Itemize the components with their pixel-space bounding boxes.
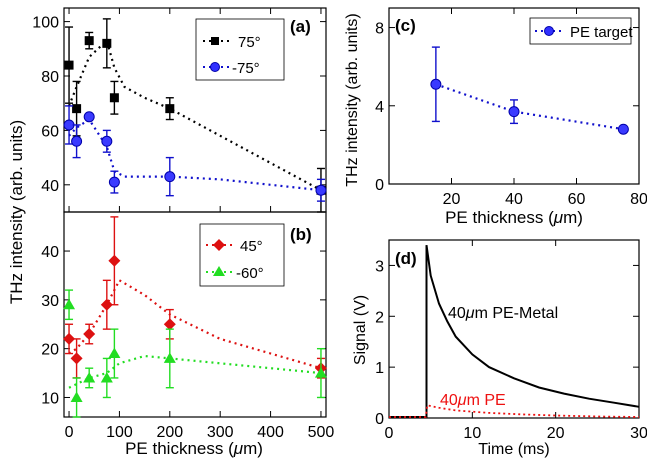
y-tick-label: 40 [41, 244, 59, 261]
trend-line [435, 83, 624, 131]
y-tick-label: 0 [375, 411, 384, 428]
axes-frame [63, 7, 327, 213]
data-point [108, 254, 121, 267]
x-axis-label: PE thickness (μm) [445, 208, 583, 227]
data-point [63, 119, 75, 131]
y-tick-label: 2 [375, 309, 384, 326]
data-point [100, 298, 113, 311]
data-point [72, 104, 82, 114]
data-point [163, 318, 176, 331]
x-tick-label: 500 [308, 424, 335, 441]
legend: 75° -75° [195, 18, 285, 81]
legend-label: 75° [238, 34, 261, 51]
trend-line [68, 117, 322, 192]
panel-label: (a) [290, 17, 311, 36]
legend-box [195, 18, 285, 81]
trend-line [68, 278, 322, 370]
x-tick-label: 80 [630, 191, 647, 208]
y-tick-label: 8 [375, 21, 384, 38]
x-tick-label: 0 [385, 425, 394, 442]
y-tick-label: 80 [41, 69, 59, 86]
x-tick-label: 200 [156, 424, 183, 441]
panel-label: (d) [395, 249, 417, 268]
legend-label: -60° [236, 265, 264, 282]
x-tick-label: 0 [65, 424, 74, 441]
data-point [83, 371, 96, 383]
data-point [70, 352, 83, 365]
legend: 45° -60° [199, 223, 285, 287]
y-axis-label: Signal (V) [352, 295, 369, 365]
legend-label: PE target [570, 24, 633, 41]
y-tick-label: 3 [375, 258, 384, 275]
y-tick-label: 40 [41, 178, 59, 195]
legend-marker-circle [544, 26, 554, 36]
y-tick-label: 4 [375, 99, 384, 116]
y-tick-label: 1 [375, 360, 384, 377]
series-annotation: 40μm PE [440, 392, 506, 409]
data-point [63, 298, 76, 310]
data-point [617, 123, 629, 135]
data-point [315, 184, 327, 196]
trend-line [68, 354, 322, 389]
data-point [100, 371, 113, 383]
legend-label: 45° [240, 238, 263, 255]
y-axis-label: THz intensity (arb. units) [344, 13, 361, 186]
x-tick-label: 100 [106, 424, 133, 441]
data-point [83, 328, 96, 341]
trend-line [67, 38, 322, 192]
data-point [63, 332, 76, 345]
axes-frame [63, 211, 327, 418]
x-tick-label: 400 [257, 424, 284, 441]
data-point [163, 352, 176, 363]
y-tick-label: 60 [41, 123, 59, 140]
panel-label: (b) [290, 225, 312, 244]
x-axis-label: Time (ms) [478, 441, 549, 458]
series-annotation: 40μm PE-Metal [448, 305, 558, 322]
x-tick-label: 40 [505, 191, 523, 208]
data-point [83, 111, 95, 123]
y-axis-label: THz intensity (arb. units) [7, 120, 26, 304]
data-point [64, 60, 74, 70]
legend-marker-triangle [213, 266, 225, 276]
x-tick-label: 30 [630, 425, 647, 442]
legend-marker-square [211, 37, 219, 45]
y-tick-label: 0 [375, 177, 384, 194]
panel-c: 0 4 8 20 40 60 80 (c) PE target THz intensity … [344, 7, 647, 227]
y-tick-label: 20 [41, 342, 59, 359]
data-point [508, 106, 520, 118]
data-point [108, 347, 121, 359]
legend-marker-diamond [213, 239, 225, 251]
y-tick-label: 10 [41, 390, 59, 407]
data-point [165, 104, 175, 114]
x-tick-label: 300 [207, 424, 234, 441]
x-axis-label: PE thickness (μm) [125, 439, 263, 458]
x-tick-label: 60 [568, 191, 586, 208]
y-tick-label: 100 [32, 15, 59, 32]
axes-frame [388, 239, 640, 419]
data-point [71, 135, 83, 147]
data-point [84, 36, 94, 46]
signal-curve [388, 244, 640, 419]
legend: PE target [529, 17, 633, 45]
data-point [102, 38, 112, 48]
legend-label: -75° [232, 60, 260, 77]
data-point [101, 135, 113, 147]
x-tick-label: 20 [547, 425, 565, 442]
x-tick-label: 10 [463, 425, 481, 442]
legend-marker-circle [210, 62, 220, 72]
data-point [109, 93, 119, 103]
panel-a: 40 60 80 100 (a) 75° -75° [32, 7, 327, 213]
data-point [430, 78, 442, 90]
data-point [164, 171, 176, 183]
data-point [108, 176, 120, 188]
x-tick-label: 20 [443, 191, 461, 208]
panel-label: (c) [395, 16, 416, 35]
y-tick-label: 30 [41, 293, 59, 310]
data-point [314, 367, 327, 378]
data-point [70, 391, 83, 402]
